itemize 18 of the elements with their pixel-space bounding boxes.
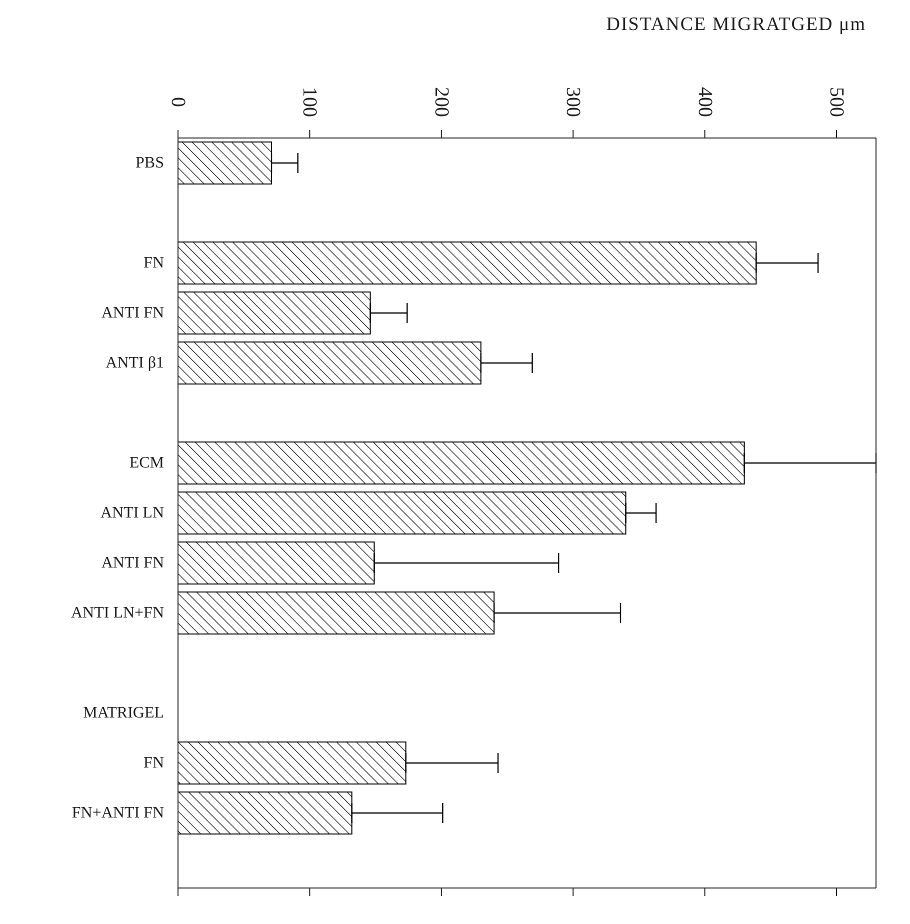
y-tick-label: ANTI FN xyxy=(101,554,164,572)
y-tick-label: ECM xyxy=(129,454,164,472)
y-tick-label: ANTI β1 xyxy=(106,354,164,372)
y-tick-label: ANTI LN+FN xyxy=(70,604,164,622)
x-tick-label: 0 xyxy=(167,97,189,107)
x-tick-label: 400 xyxy=(694,87,716,117)
y-tick-label: PBS xyxy=(136,154,164,172)
x-tick-label: 200 xyxy=(430,87,452,117)
x-tick-label: 100 xyxy=(298,87,321,117)
y-tick-label: FN xyxy=(144,254,164,272)
y-tick-label: ANTI FN xyxy=(101,304,164,322)
y-tick-label: FN+ANTI FN xyxy=(72,804,164,822)
y-tick-label: MATRIGEL xyxy=(83,704,164,722)
x-axis-title: DISTANCE MIGRATGED μm xyxy=(606,14,866,35)
y-tick-label: ANTI LN xyxy=(100,504,164,522)
x-tick-label: 500 xyxy=(825,87,848,117)
x-tick-label: 300 xyxy=(562,87,584,117)
y-tick-label: FN xyxy=(144,754,164,772)
